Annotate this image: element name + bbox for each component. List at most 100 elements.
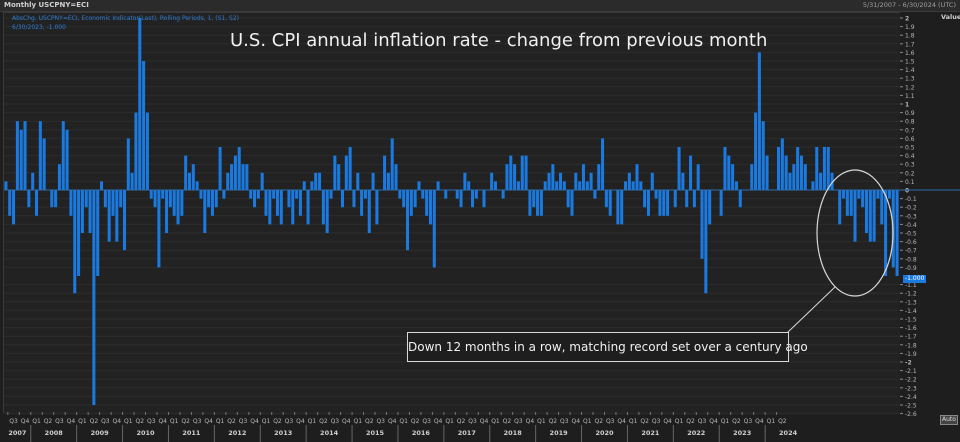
bar (191, 164, 195, 190)
x-quarter-label: Q1 (537, 418, 546, 425)
window-title: Monthly USCPNY=ECI (4, 1, 89, 9)
x-quarter-label: Q4 (480, 418, 489, 425)
bar (287, 190, 291, 208)
bar (230, 164, 234, 190)
x-quarter-label: Q4 (617, 418, 626, 425)
bar (845, 190, 849, 216)
x-quarter-label: Q3 (9, 418, 18, 425)
bar (149, 190, 153, 199)
bar (310, 181, 314, 190)
bar (275, 190, 279, 216)
time-axis[interactable] (0, 413, 960, 442)
bar (876, 190, 880, 199)
x-year-label: 2021 (641, 429, 660, 437)
bar (516, 181, 520, 190)
y-tick-label: -1.5 (905, 317, 917, 324)
y-tick-label: -0.2 (905, 205, 917, 212)
x-quarter-label: Q3 (560, 418, 569, 425)
bar (861, 190, 865, 208)
auto-scale-button[interactable]: Auto (940, 415, 958, 425)
bar (490, 172, 494, 190)
x-quarter-label: Q3 (55, 418, 64, 425)
bar (390, 138, 394, 190)
bar (868, 190, 872, 242)
bar (337, 164, 341, 190)
x-quarter-label: Q3 (698, 418, 707, 425)
bar (734, 181, 738, 190)
bar (482, 190, 486, 208)
bar (570, 190, 574, 216)
bar (467, 181, 471, 190)
x-quarter-label: Q1 (216, 418, 225, 425)
x-quarter-label: Q2 (365, 418, 374, 425)
x-quarter-label: Q1 (583, 418, 592, 425)
x-quarter-label: Q1 (32, 418, 41, 425)
value-axis[interactable] (900, 12, 960, 412)
bar (84, 190, 88, 208)
x-year-label: 2024 (779, 429, 798, 437)
x-quarter-label: Q2 (640, 418, 649, 425)
bar (474, 190, 478, 199)
x-quarter-label: Q1 (767, 418, 776, 425)
x-quarter-label: Q1 (399, 418, 408, 425)
bar (103, 190, 107, 208)
x-quarter-label: Q2 (594, 418, 603, 425)
y-tick-label: 1.4 (905, 67, 915, 74)
y-tick-label: 0 (905, 188, 909, 195)
bar (184, 155, 188, 190)
y-tick-label: 1.7 (905, 41, 915, 48)
y-tick-label: 0.5 (905, 145, 915, 152)
bar (520, 155, 524, 190)
bar (738, 190, 742, 208)
y-tick-label: -0.5 (905, 231, 917, 238)
bar (731, 164, 735, 190)
x-quarter-label: Q3 (652, 418, 661, 425)
bar (677, 147, 681, 190)
x-quarter-label: Q3 (101, 418, 110, 425)
legend-last-value: 6/30/2023, -1.000 (12, 24, 66, 31)
bar (608, 190, 612, 216)
bar (799, 155, 803, 190)
bar (543, 181, 547, 190)
x-quarter-label: Q3 (239, 418, 248, 425)
bar (513, 164, 517, 190)
bar (115, 190, 119, 242)
bar (574, 172, 578, 190)
annotation-ellipse (816, 169, 894, 297)
x-quarter-label: Q2 (778, 418, 787, 425)
bar (367, 190, 371, 233)
x-year-label: 2010 (136, 429, 155, 437)
bar (298, 190, 302, 216)
bar (23, 121, 27, 190)
y-tick-label: -0.1 (905, 196, 917, 203)
x-quarter-label: Q3 (744, 418, 753, 425)
y-tick-label: -1.3 (905, 299, 917, 306)
y-tick-label: -2.5 (905, 403, 917, 410)
x-quarter-label: Q4 (204, 418, 213, 425)
y-tick-label: 1.2 (905, 84, 915, 91)
bar (264, 190, 268, 216)
bar (646, 190, 650, 216)
current-value-badge: -1.000 (903, 275, 927, 283)
bar (650, 172, 654, 190)
x-quarter-label: Q4 (434, 418, 443, 425)
y-tick-label: -1.9 (905, 351, 917, 358)
bar (126, 138, 130, 190)
y-tick-label: 1.9 (905, 24, 915, 31)
x-quarter-label: Q2 (732, 418, 741, 425)
y-tick-label: 1.3 (905, 76, 915, 83)
bar (838, 190, 842, 225)
bar (402, 190, 406, 208)
bar (880, 190, 884, 225)
bar (363, 190, 367, 199)
bar (77, 190, 81, 276)
bar (237, 147, 241, 190)
bar (88, 190, 92, 233)
annotation-connector (786, 286, 836, 334)
bar (172, 190, 176, 216)
bar (696, 164, 700, 190)
bar (524, 155, 528, 190)
x-quarter-label: Q2 (411, 418, 420, 425)
bar (222, 190, 226, 199)
bar (138, 18, 142, 190)
